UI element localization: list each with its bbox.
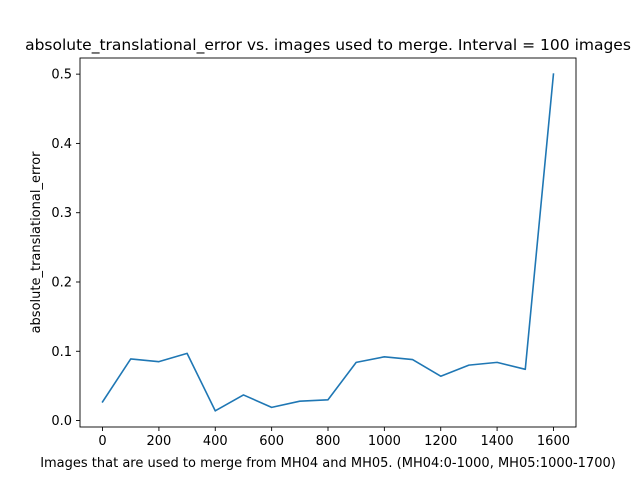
y-axis-ticks: 0.0 0.1 0.2 0.3 0.4 0.5	[51, 68, 80, 429]
x-axis-label: Images that are used to merge from MH04 …	[40, 456, 616, 471]
x-tick-label: 1200	[424, 434, 457, 449]
y-tick-label: 0.1	[51, 345, 72, 360]
series-group	[101, 73, 555, 412]
y-tick-label: 0.3	[51, 206, 72, 221]
chart-title: absolute_translational_error vs. images …	[25, 36, 631, 55]
y-tick-label: 0.0	[51, 414, 72, 429]
x-tick-label: 600	[259, 434, 284, 449]
x-tick-label: 800	[316, 434, 341, 449]
x-axis-ticks: 0 200 400 600 800 1000 1200 1400 1600	[98, 427, 570, 449]
y-tick-label: 0.4	[51, 137, 72, 152]
series-line	[101, 73, 555, 412]
x-tick-label: 1000	[368, 434, 401, 449]
x-tick-label: 200	[146, 434, 171, 449]
x-tick-label: 400	[203, 434, 228, 449]
plot-background	[80, 58, 576, 427]
y-tick-label: 0.2	[51, 275, 72, 290]
y-tick-label: 0.5	[51, 68, 72, 83]
y-axis-label: absolute_translational_error	[29, 151, 44, 333]
x-tick-label: 1400	[481, 434, 514, 449]
x-tick-label: 0	[98, 434, 106, 449]
plot-frame	[79, 57, 577, 428]
x-tick-label: 1600	[537, 434, 570, 449]
